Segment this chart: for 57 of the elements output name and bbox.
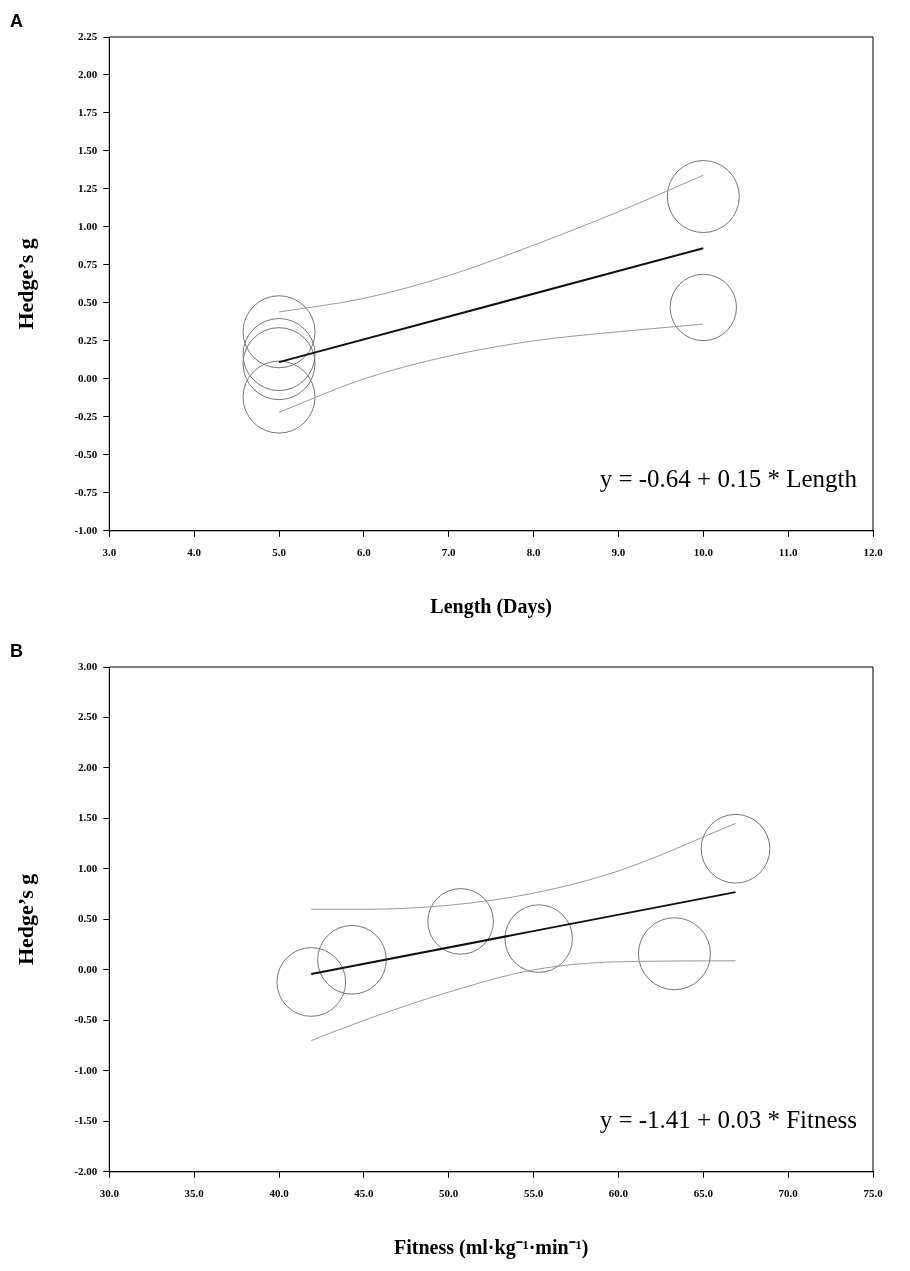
annotation: y = -1.41 + 0.03 * Fitness [599, 1105, 857, 1133]
line-series [278, 323, 704, 413]
x-tick-label: 6.0 [357, 546, 372, 559]
x-tick-label: 60.0 [608, 1187, 629, 1200]
y-tick-label: 1.50 [78, 811, 98, 824]
x-tick-label: 75.0 [863, 1187, 884, 1200]
y-tick-label: 2.00 [78, 760, 98, 773]
y-tick-label: -1.50 [74, 1114, 98, 1127]
x-tick-label: 45.0 [354, 1187, 374, 1200]
annotation: y = -0.64 + 0.15 * Length [599, 464, 858, 492]
y-tick-label: 2.00 [78, 67, 98, 80]
x-tick-label: 10.0 [693, 546, 714, 559]
x-tick-label: 35.0 [184, 1187, 205, 1200]
y-tick-label: 0.25 [78, 333, 98, 346]
x-tick-label: 55.0 [523, 1187, 544, 1200]
y-tick-label: -0.50 [74, 1013, 98, 1026]
x-tick-label: 50.0 [439, 1187, 459, 1200]
x-tick-label: 8.0 [526, 546, 541, 559]
y-axis-title: Hedge’s g [12, 873, 38, 966]
x-tick-label: 65.0 [693, 1187, 714, 1200]
y-tick-label: 0.50 [78, 912, 98, 925]
y-tick-label: 2.50 [78, 710, 98, 723]
x-tick-label: 12.0 [863, 546, 884, 559]
y-tick-label: 3.00 [78, 659, 98, 672]
x-axis-title: Fitness (ml·kg⁻¹·min⁻¹) [393, 1236, 589, 1260]
y-tick-label: 0.00 [78, 962, 98, 975]
y-tick-label: 1.50 [78, 143, 98, 156]
y-tick-label: 1.25 [78, 181, 98, 194]
y-tick-label: -0.75 [74, 485, 98, 498]
x-tick-label: 70.0 [778, 1187, 799, 1200]
chart-title: A [10, 11, 23, 32]
x-tick-label: 11.0 [778, 546, 798, 559]
y-tick-label: 1.00 [78, 861, 98, 874]
y-tick-label: 1.00 [78, 219, 98, 232]
x-tick-label: 3.0 [102, 546, 117, 559]
line-series [310, 822, 737, 910]
y-tick-label: -1.00 [74, 1063, 98, 1076]
y-tick-label: -1.00 [74, 523, 98, 536]
y-tick-label: 0.00 [78, 371, 98, 384]
y-tick-label: 0.75 [78, 257, 98, 270]
y-axis-title: Hedge’s g [12, 238, 38, 330]
y-tick-label: 2.25 [78, 29, 98, 42]
x-tick-label: 40.0 [269, 1187, 290, 1200]
x-axis-title: Length (Days) [430, 595, 552, 619]
chart-title: B [10, 641, 23, 662]
x-tick-label: 4.0 [187, 546, 202, 559]
y-tick-label: -2.00 [74, 1164, 98, 1177]
x-tick-label: 5.0 [272, 546, 287, 559]
x-tick-label: 7.0 [441, 546, 457, 559]
x-tick-label: 30.0 [99, 1187, 120, 1200]
line-series [278, 174, 704, 313]
y-tick-label: -0.25 [74, 409, 98, 422]
y-tick-label: 0.50 [78, 295, 98, 308]
line-series [310, 960, 737, 1042]
x-tick-label: 9.0 [611, 546, 626, 559]
y-tick-label: 1.75 [78, 105, 98, 118]
y-tick-label: -0.50 [74, 447, 98, 460]
